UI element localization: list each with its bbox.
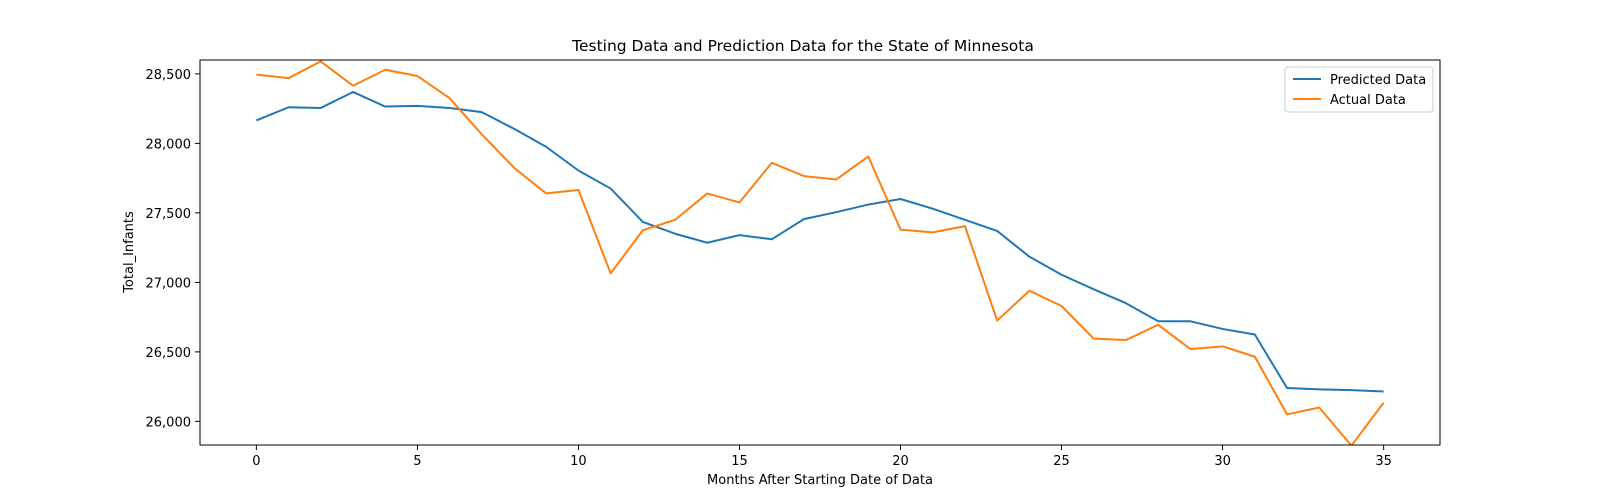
x-tick-label: 35 bbox=[1375, 454, 1392, 469]
legend-frame bbox=[1284, 66, 1434, 113]
x-tick-label: 30 bbox=[1214, 454, 1231, 469]
chart-title: Testing Data and Prediction Data for the… bbox=[571, 37, 1034, 55]
x-tick-label: 10 bbox=[570, 454, 587, 469]
y-tick-label: 26,000 bbox=[146, 415, 192, 430]
legend: Predicted Data Actual Data bbox=[1284, 66, 1434, 113]
y-tick-label: 27,500 bbox=[146, 207, 192, 222]
x-axis: 0 5 10 15 20 25 30 35 bbox=[252, 445, 1392, 469]
y-tick-label: 26,500 bbox=[146, 346, 192, 361]
y-tick-label: 28,000 bbox=[146, 137, 192, 152]
x-tick-label: 0 bbox=[252, 454, 260, 469]
x-tick-label: 15 bbox=[731, 454, 748, 469]
series-line-actual bbox=[256, 60, 1385, 445]
y-tick-label: 27,000 bbox=[146, 276, 192, 291]
series-line-predicted bbox=[255, 90, 1384, 393]
y-axis: 26,000 26,500 27,000 27,500 28,000 28,500 bbox=[146, 68, 200, 430]
x-tick-label: 5 bbox=[413, 454, 421, 469]
legend-label: Actual Data bbox=[1330, 93, 1406, 108]
y-tick-label: 28,500 bbox=[146, 68, 192, 83]
x-axis-title: Months After Starting Date of Data bbox=[707, 473, 933, 488]
series-layer bbox=[255, 60, 1385, 445]
x-tick-label: 20 bbox=[892, 454, 909, 469]
x-tick-label: 25 bbox=[1053, 454, 1070, 469]
legend-label: Predicted Data bbox=[1330, 73, 1426, 88]
y-axis-title: Total_Infants bbox=[122, 211, 137, 294]
plot-frame bbox=[199, 59, 1441, 446]
